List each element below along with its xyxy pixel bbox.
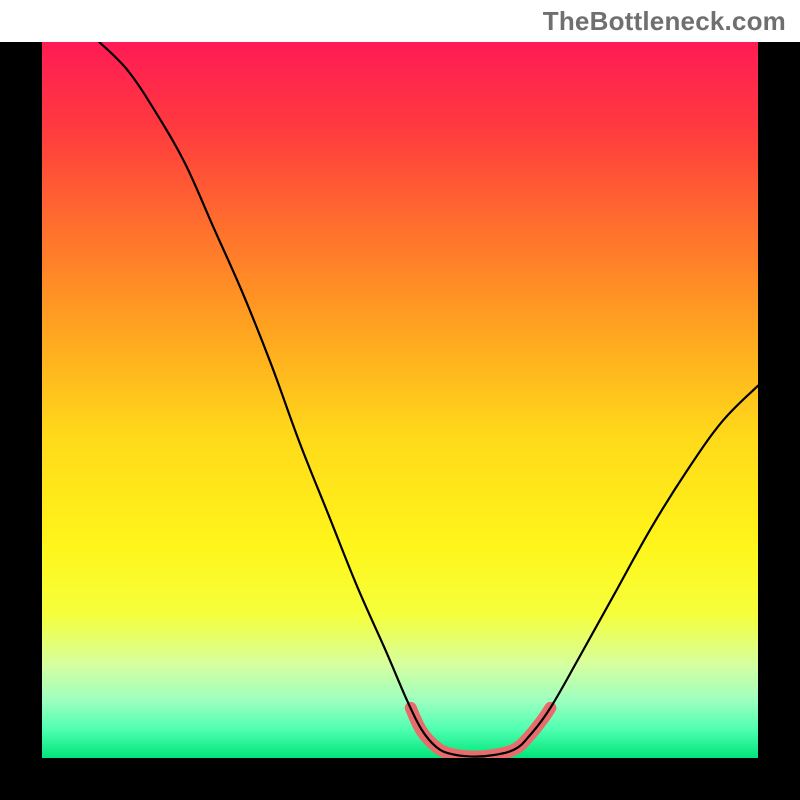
plot-background-gradient: [42, 42, 758, 758]
bottleneck-curve-chart: [0, 0, 800, 800]
chart-frame: TheBottleneck.com: [0, 0, 800, 800]
header-strip: [0, 0, 800, 42]
